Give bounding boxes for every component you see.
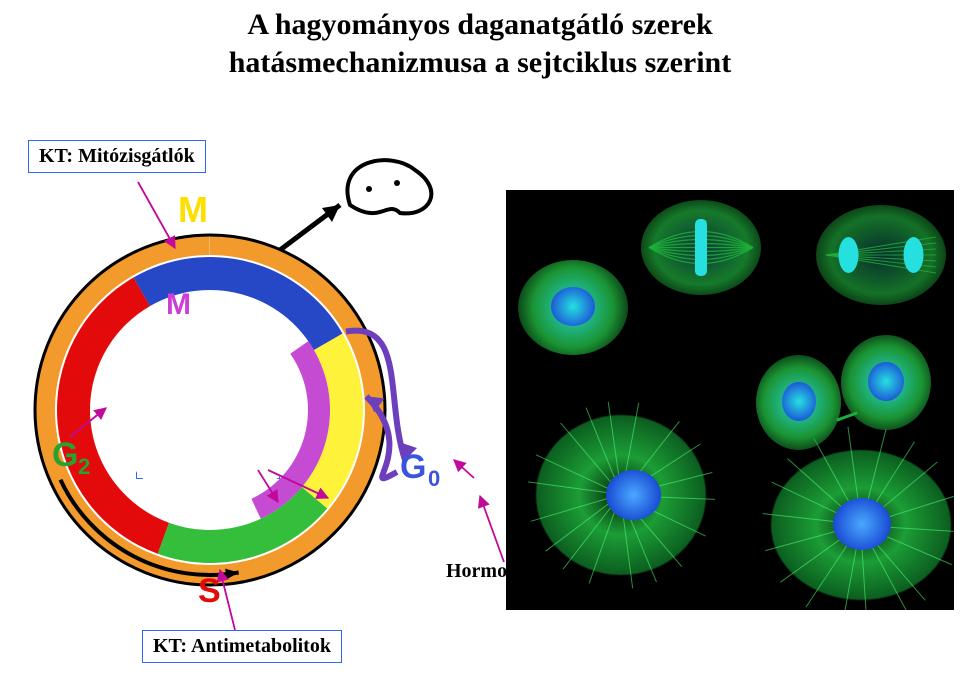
pointer-line (480, 496, 504, 562)
pointer-line (258, 470, 278, 502)
pointer-line (220, 570, 235, 630)
pointer-line (454, 460, 474, 478)
pointer-arrows (0, 0, 960, 675)
pointer-line (268, 470, 328, 498)
pointer-line (70, 408, 106, 437)
pointer-line (138, 182, 175, 248)
